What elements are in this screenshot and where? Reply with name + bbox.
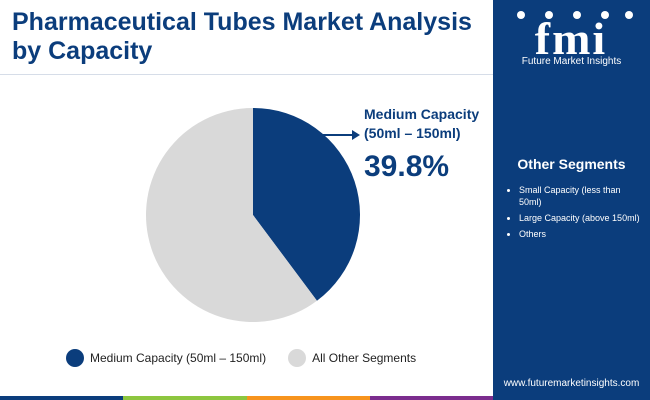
legend-item-medium-capacity: Medium Capacity (50ml – 150ml) — [66, 349, 266, 367]
callout-label: Medium Capacity (50ml – 150ml) — [364, 106, 480, 141]
fmi-logo-icons — [517, 11, 633, 19]
other-segment-item: Others — [505, 228, 645, 240]
legend-swatch-medium-capacity — [66, 349, 84, 367]
callout-value: 39.8% — [364, 150, 450, 183]
other-segment-item: Small Capacity (less than 50ml) — [505, 184, 645, 208]
chart-legend: Medium Capacity (50ml – 150ml) All Other… — [66, 348, 438, 368]
footer-stripe-purple — [369, 396, 493, 400]
footer-stripe-green — [123, 396, 247, 400]
legend-swatch-all-other — [288, 349, 307, 367]
footer-stripe-orange — [246, 396, 370, 400]
fmi-logo: fmi — [517, 11, 633, 64]
chart-title: Pharmaceutical Tubes Market Analysis by … — [12, 8, 472, 65]
footer-color-bar — [0, 396, 493, 400]
pie-slice-medium-capacity — [253, 108, 360, 301]
other-segment-item: Large Capacity (above 150ml) — [505, 212, 645, 224]
pie-slices — [145, 108, 360, 323]
title-divider — [0, 74, 493, 75]
pie-slice-all-other — [145, 108, 317, 323]
brand-name: Future Market Insights — [521, 56, 622, 67]
footer-stripe-blue — [0, 396, 124, 400]
legend-item-all-other: All Other Segments — [288, 349, 416, 367]
pie-chart — [145, 108, 360, 323]
legend-label-medium-capacity: Medium Capacity (50ml – 150ml) — [90, 351, 267, 365]
sidebar-panel: fmi Future Market Insights Other Segment… — [493, 0, 650, 400]
other-segments-title: Other Segments — [517, 156, 626, 172]
website-url: www.futuremarketinsights.com — [503, 378, 640, 389]
callout-arrow — [320, 130, 360, 140]
legend-label-all-other: All Other Segments — [312, 351, 417, 365]
other-segments-list: Small Capacity (less than 50ml) Large Ca… — [505, 184, 645, 244]
fmi-logo-letters: fmi — [535, 13, 607, 64]
